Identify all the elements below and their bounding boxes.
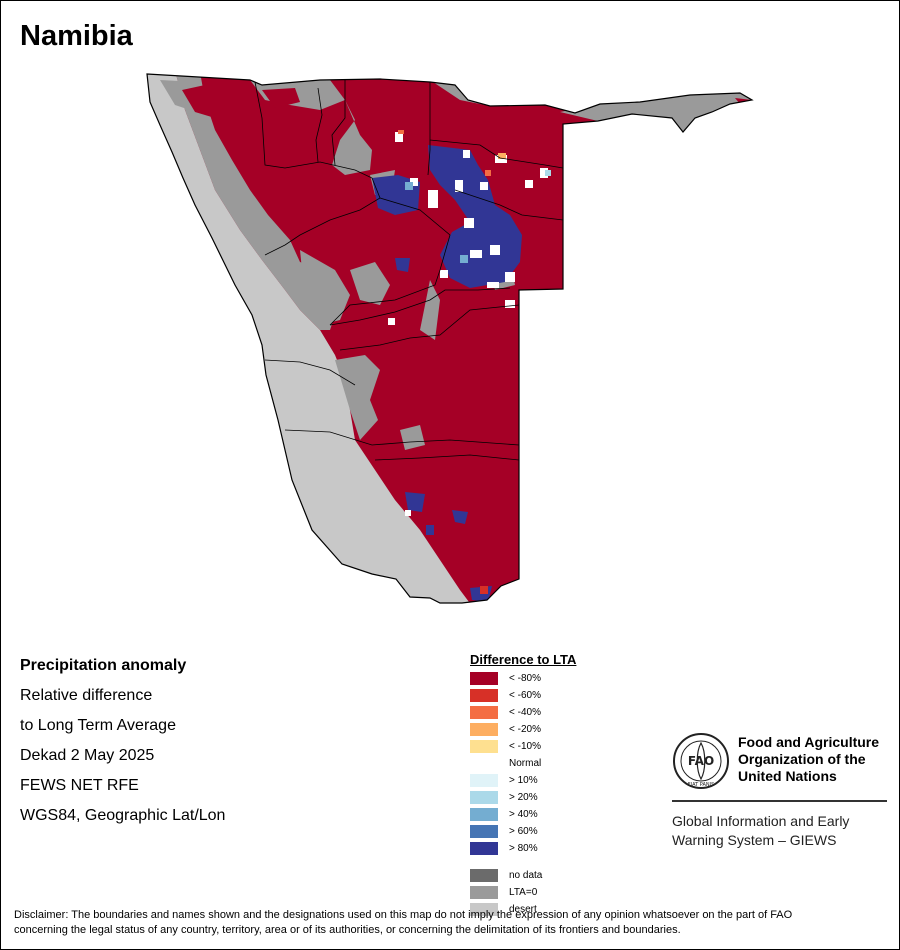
disclaimer-line1: Disclaimer: The boundaries and names sho…: [14, 909, 793, 921]
info-source: FEWS NET RFE: [20, 777, 139, 794]
legend-label: < -20%: [509, 724, 541, 735]
legend-item: < -80%: [470, 672, 541, 685]
legend-swatch: [470, 808, 498, 821]
legend-label: < -40%: [509, 707, 541, 718]
legend-item: no data: [470, 869, 542, 882]
fao-motto: FIAT PANIS: [688, 782, 715, 788]
legend-swatch: [470, 886, 498, 899]
legend-swatch: [470, 706, 498, 719]
legend-swatch: [470, 842, 498, 855]
legend-label: LTA=0: [509, 887, 538, 898]
legend-swatch: [470, 757, 498, 770]
legend-label: < -60%: [509, 690, 541, 701]
info-line1: Relative difference: [20, 687, 153, 704]
legend-label: Normal: [509, 758, 542, 769]
legend-swatch: [470, 774, 498, 787]
fao-mark-text: FAO: [688, 754, 714, 768]
country-outline: [146, 73, 754, 604]
disclaimer-line2: concerning the legal status of any count…: [14, 924, 681, 936]
giews-line1: Global Information and Early: [672, 813, 850, 829]
legend-label: > 40%: [509, 809, 538, 820]
fao-org-line1: Food and Agriculture: [738, 734, 880, 750]
legend-label: > 60%: [509, 826, 538, 837]
legend-swatch: [470, 740, 498, 753]
legend-item: LTA=0: [470, 886, 537, 899]
legend-item: < -40%: [470, 706, 541, 719]
legend-item: > 10%: [470, 774, 538, 787]
fao-block: FAO FIAT PANIS Food and Agriculture Orga…: [672, 732, 887, 848]
legend-swatch: [470, 672, 498, 685]
fao-divider: [672, 800, 887, 802]
admin-boundaries: [254, 80, 564, 461]
legend-label: > 20%: [509, 792, 538, 803]
legend-swatch: [470, 689, 498, 702]
legend-item: Normal: [470, 757, 541, 770]
info-heading: Precipitation anomaly: [20, 657, 187, 674]
giews-name: Global Information and Early Warning Sys…: [672, 812, 892, 850]
legend-swatch: [470, 791, 498, 804]
info-line2: to Long Term Average: [20, 717, 176, 734]
legend-item: < -60%: [470, 689, 541, 702]
legend-swatch: [470, 903, 498, 916]
fao-org-line2: Organization of the: [738, 751, 866, 767]
legend-item: > 80%: [470, 842, 538, 855]
legend-label: desert: [509, 904, 537, 915]
fao-org-name: Food and Agriculture Organization of the…: [738, 734, 898, 785]
legend-item: > 60%: [470, 825, 538, 838]
legend-label: < -10%: [509, 741, 541, 752]
legend-label: < -80%: [509, 673, 541, 684]
legend-title: Difference to LTA: [470, 652, 577, 667]
info-projection: WGS84, Geographic Lat/Lon: [20, 807, 226, 824]
anomaly-raster: [147, 74, 752, 603]
legend: Difference to LTA < -80% < -60% < -40% < -2…: [470, 652, 577, 916]
info-period: Dekad 2 May 2025: [20, 747, 155, 764]
legend-label: no data: [509, 870, 543, 881]
map-info: Precipitation anomaly Relative differenc…: [20, 656, 225, 836]
disclaimer: Disclaimer: The boundaries and names sho…: [14, 908, 886, 938]
giews-line2: Warning System – GIEWS: [672, 832, 837, 848]
map-title: Namibia: [20, 20, 133, 52]
legend-item: < -20%: [470, 723, 541, 736]
legend-label: > 80%: [509, 843, 538, 854]
legend-item: > 20%: [470, 791, 538, 804]
legend-swatch: [470, 723, 498, 736]
fao-org-line3: United Nations: [738, 768, 837, 784]
legend-swatch: [470, 825, 498, 838]
fao-logo-icon: FAO FIAT PANIS: [673, 733, 729, 789]
legend-item: > 40%: [470, 808, 538, 821]
legend-swatch: [470, 869, 498, 882]
legend-item: < -10%: [470, 740, 541, 753]
legend-item: desert: [470, 903, 537, 916]
legend-label: > 10%: [509, 775, 538, 786]
